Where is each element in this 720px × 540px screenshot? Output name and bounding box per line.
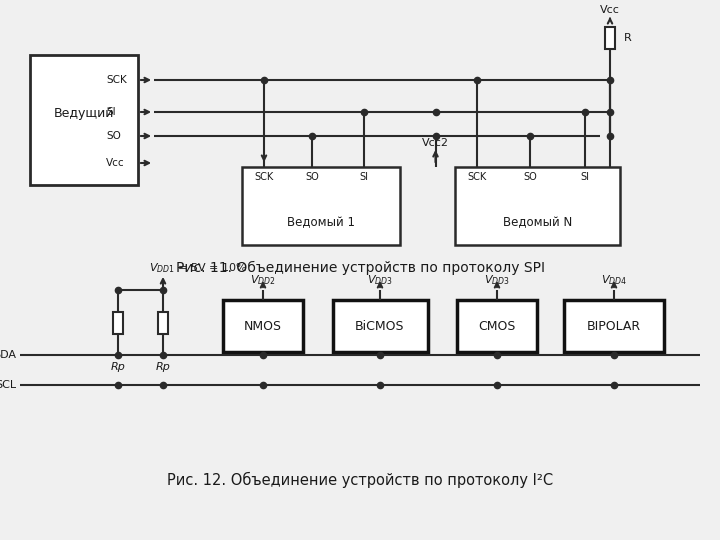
Text: SDA: SDA bbox=[0, 350, 16, 360]
Text: BIPOLAR: BIPOLAR bbox=[587, 320, 641, 333]
Text: Рис. 12. Объединение устройств по протоколу I²C: Рис. 12. Объединение устройств по проток… bbox=[167, 472, 553, 488]
Text: SI: SI bbox=[359, 172, 369, 182]
Text: SO: SO bbox=[305, 172, 319, 182]
Bar bbox=[455, 167, 620, 245]
Text: Rp: Rp bbox=[156, 362, 171, 372]
Text: SCL: SCL bbox=[0, 380, 16, 390]
Text: SI: SI bbox=[580, 172, 590, 182]
Text: $V_{DD3}$: $V_{DD3}$ bbox=[367, 273, 393, 287]
Bar bbox=[223, 300, 303, 352]
Text: SCK: SCK bbox=[106, 75, 127, 85]
Text: Ведомый N: Ведомый N bbox=[503, 217, 572, 230]
Text: CMOS: CMOS bbox=[478, 320, 516, 333]
Bar bbox=[30, 55, 138, 185]
Text: SI: SI bbox=[106, 107, 116, 117]
Bar bbox=[333, 300, 428, 352]
Bar bbox=[457, 300, 537, 352]
Text: Ведущий: Ведущий bbox=[54, 107, 114, 120]
Text: $V_{DD1}$ = 5V = 10%: $V_{DD1}$ = 5V = 10% bbox=[149, 261, 247, 275]
Bar bbox=[564, 300, 664, 352]
Text: Vcc: Vcc bbox=[106, 158, 125, 168]
Text: R: R bbox=[624, 33, 631, 43]
Text: BiCMOS: BiCMOS bbox=[355, 320, 405, 333]
Text: NMOS: NMOS bbox=[244, 320, 282, 333]
Text: SO: SO bbox=[106, 131, 121, 141]
Text: $V_{DD2}$: $V_{DD2}$ bbox=[250, 273, 276, 287]
Bar bbox=[113, 312, 123, 334]
Text: SCK: SCK bbox=[254, 172, 274, 182]
Text: SCK: SCK bbox=[467, 172, 487, 182]
Text: Rp: Rp bbox=[111, 362, 125, 372]
Bar bbox=[158, 312, 168, 334]
Text: $V_{DD4}$: $V_{DD4}$ bbox=[601, 273, 627, 287]
Bar bbox=[242, 167, 400, 245]
Bar bbox=[605, 27, 615, 49]
Text: SO: SO bbox=[523, 172, 537, 182]
Text: Vcc: Vcc bbox=[600, 5, 620, 15]
Text: Рис. 11. Объединение устройств по протоколу SPI: Рис. 11. Объединение устройств по проток… bbox=[176, 261, 544, 275]
Text: Ведомый 1: Ведомый 1 bbox=[287, 217, 355, 230]
Text: $V_{DD3}$: $V_{DD3}$ bbox=[484, 273, 510, 287]
Text: Vcc2: Vcc2 bbox=[422, 138, 449, 148]
